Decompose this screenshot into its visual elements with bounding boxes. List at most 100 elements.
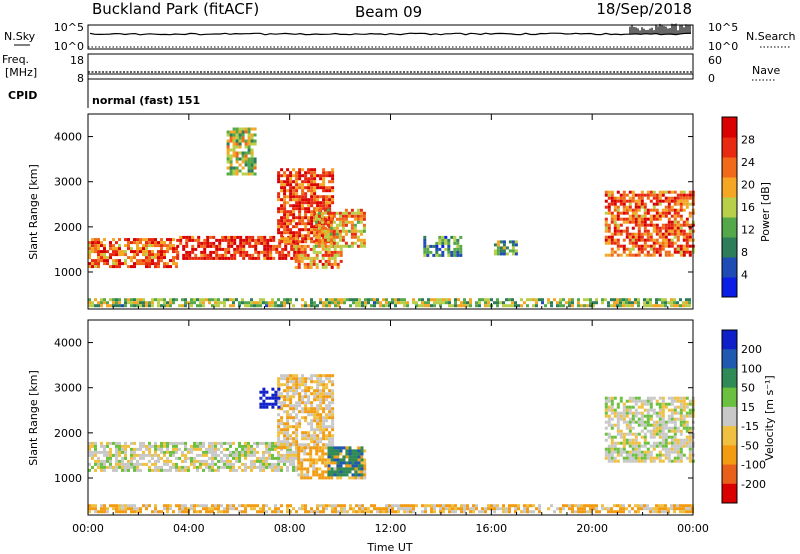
data-cell [283, 204, 287, 208]
data-cell [127, 504, 130, 508]
data-cell [646, 304, 649, 308]
data-cell [304, 177, 308, 181]
data-cell [163, 250, 166, 254]
data-cell [214, 298, 217, 302]
data-cell [301, 198, 305, 202]
data-cell [295, 404, 299, 408]
data-cell [217, 459, 220, 463]
data-cell [298, 183, 302, 187]
data-cell [154, 441, 157, 445]
data-cell [148, 304, 151, 308]
data-cell [502, 252, 506, 256]
data-cell [679, 226, 683, 230]
data-cell [244, 172, 248, 176]
data-cell [619, 432, 623, 436]
data-cell [277, 396, 281, 400]
data-cell [667, 429, 671, 433]
data-cell [151, 256, 154, 260]
data-cell [286, 416, 290, 420]
data-cell [616, 196, 620, 200]
data-cell [619, 504, 622, 508]
data-cell [514, 507, 517, 511]
data-cell [100, 241, 103, 245]
data-cell [676, 301, 679, 305]
data-cell [259, 468, 262, 472]
data-cell [303, 473, 307, 477]
data-cell [304, 186, 308, 190]
data-cell [448, 304, 451, 308]
data-cell [319, 195, 323, 199]
data-cell [400, 301, 403, 305]
data-cell [106, 444, 109, 448]
data-cell [262, 510, 265, 514]
data-cell [406, 507, 409, 511]
data-cell [607, 238, 611, 242]
data-cell [613, 396, 617, 400]
data-cell [133, 238, 136, 242]
data-cell [327, 461, 331, 465]
data-cell [292, 174, 296, 178]
data-cell [682, 244, 686, 248]
data-cell [283, 301, 286, 305]
data-cell [151, 462, 154, 466]
data-cell [362, 214, 366, 218]
data-cell [139, 238, 142, 242]
data-cell [319, 504, 322, 508]
data-cell [106, 304, 109, 308]
data-cell [323, 208, 327, 212]
data-cell [145, 462, 148, 466]
data-cell [610, 444, 614, 448]
data-cell [670, 396, 674, 400]
data-cell [333, 446, 337, 450]
data-cell [274, 441, 277, 445]
data-cell [664, 402, 668, 406]
data-cell [178, 447, 181, 451]
data-cell [619, 304, 622, 308]
data-cell [397, 504, 400, 508]
data-cell [514, 240, 518, 244]
data-cell [355, 304, 358, 308]
data-cell [679, 202, 683, 206]
data-cell [562, 298, 565, 302]
data-cell [187, 507, 190, 511]
data-cell [232, 301, 235, 305]
data-cell [487, 301, 490, 305]
data-cell [289, 401, 293, 405]
data-cell [157, 465, 160, 469]
data-cell [460, 507, 463, 511]
data-cell [297, 253, 301, 257]
data-cell [646, 408, 650, 412]
data-cell [333, 458, 337, 462]
data-cell [289, 240, 293, 244]
data-cell [444, 238, 448, 242]
data-cell [310, 198, 314, 202]
data-cell [283, 201, 287, 205]
data-cell [355, 510, 358, 514]
data-cell [253, 447, 256, 451]
data-cell [604, 205, 608, 209]
data-cell [685, 429, 689, 433]
data-cell [359, 214, 363, 218]
data-cell [631, 235, 635, 239]
data-cell [322, 425, 326, 429]
data-cell [88, 256, 91, 260]
data-cell [127, 241, 130, 245]
data-cell [314, 235, 318, 239]
data-cell [136, 465, 139, 469]
data-cell [667, 205, 671, 209]
data-cell [631, 456, 635, 460]
data-cell [317, 232, 321, 236]
data-cell [323, 241, 327, 245]
data-cell [169, 504, 172, 508]
data-cell [640, 235, 644, 239]
data-cell [317, 211, 321, 215]
data-cell [227, 250, 231, 254]
data-cell [245, 250, 249, 254]
data-cell [209, 253, 213, 257]
data-cell [685, 298, 688, 302]
data-cell [628, 399, 632, 403]
data-cell [685, 238, 689, 242]
data-cell [277, 510, 280, 514]
data-cell [667, 223, 671, 227]
data-cell [163, 462, 166, 466]
